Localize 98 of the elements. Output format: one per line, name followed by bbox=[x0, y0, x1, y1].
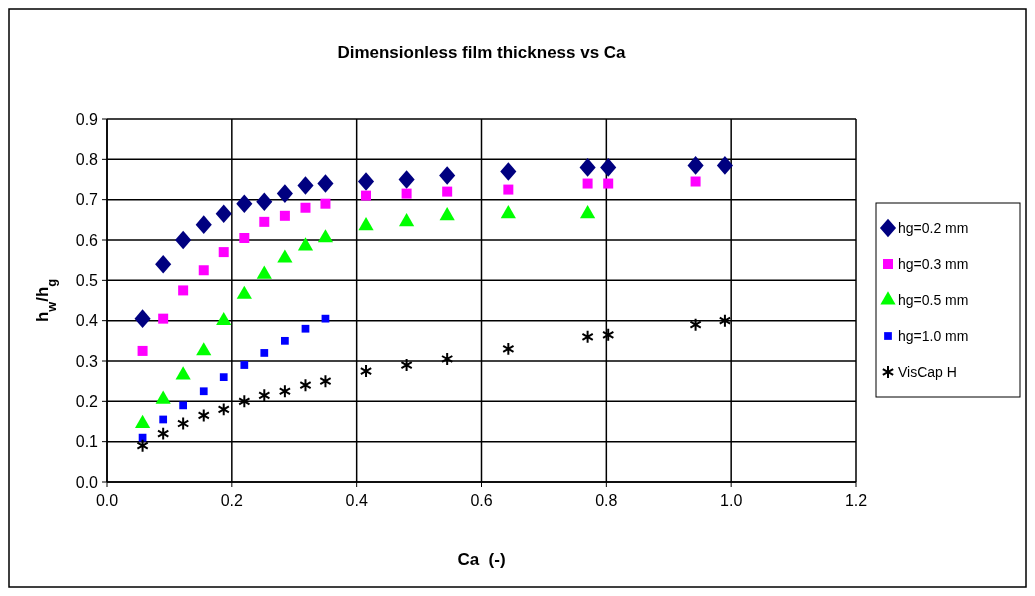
y-tick-label: 0.5 bbox=[75, 271, 99, 289]
point bbox=[439, 207, 455, 221]
point bbox=[689, 317, 702, 332]
y-tick-label: 0.7 bbox=[75, 191, 99, 209]
point bbox=[317, 174, 334, 193]
point bbox=[258, 388, 271, 403]
point bbox=[439, 166, 456, 185]
point bbox=[401, 188, 412, 199]
point bbox=[256, 265, 272, 279]
point bbox=[158, 313, 169, 324]
point bbox=[155, 254, 172, 274]
point bbox=[297, 237, 314, 251]
point bbox=[178, 285, 189, 296]
point bbox=[319, 374, 332, 389]
point bbox=[137, 345, 148, 356]
point bbox=[582, 178, 593, 189]
x-tick-label: 0.8 bbox=[595, 492, 618, 509]
y-tick-label: 0.6 bbox=[75, 231, 99, 249]
point bbox=[399, 213, 415, 227]
chart-title: Dimensionless film thickness vs Ca bbox=[337, 43, 627, 62]
point bbox=[256, 192, 273, 211]
y-tick-label: 0.9 bbox=[75, 110, 99, 128]
point bbox=[317, 229, 334, 243]
point bbox=[278, 384, 292, 399]
point bbox=[279, 210, 290, 221]
point bbox=[603, 178, 614, 189]
x-tick-label: 0.6 bbox=[470, 492, 493, 509]
point bbox=[217, 402, 230, 417]
legend-label: hg=0.5 mm bbox=[898, 291, 969, 308]
point bbox=[301, 324, 310, 333]
point bbox=[159, 415, 168, 424]
point bbox=[441, 352, 454, 366]
point bbox=[502, 341, 515, 356]
x-tick-label: 0.0 bbox=[95, 492, 119, 509]
x-tick-label: 0.4 bbox=[345, 492, 368, 509]
point bbox=[500, 205, 516, 219]
point bbox=[690, 176, 701, 187]
legend-label: hg=1.0 mm bbox=[898, 327, 969, 344]
x-tick-label: 1.2 bbox=[844, 492, 868, 509]
y-tick-label: 0.4 bbox=[75, 312, 99, 330]
point bbox=[199, 387, 208, 396]
point bbox=[157, 426, 170, 441]
point bbox=[259, 216, 270, 227]
point bbox=[359, 364, 373, 379]
point bbox=[179, 401, 188, 410]
point bbox=[239, 232, 250, 243]
legend-label: hg=0.2 mm bbox=[898, 219, 969, 236]
point bbox=[687, 156, 704, 175]
point bbox=[297, 176, 314, 195]
point bbox=[398, 170, 415, 189]
point bbox=[299, 378, 312, 393]
point bbox=[581, 329, 594, 344]
point bbox=[215, 204, 232, 224]
point bbox=[238, 394, 251, 409]
point bbox=[716, 156, 733, 175]
point bbox=[718, 313, 732, 328]
point bbox=[195, 215, 212, 234]
point bbox=[442, 186, 453, 197]
point bbox=[236, 194, 253, 214]
point bbox=[175, 230, 192, 250]
point bbox=[600, 158, 617, 177]
point bbox=[400, 358, 413, 372]
legend-label: hg=0.3 mm bbox=[898, 255, 969, 272]
point bbox=[579, 158, 596, 177]
x-axis-title: Ca (-) bbox=[457, 550, 506, 569]
point bbox=[281, 336, 289, 345]
x-tick-label: 1.0 bbox=[720, 492, 743, 509]
legend-label: VisCap H bbox=[898, 363, 957, 380]
point bbox=[240, 361, 249, 369]
point bbox=[277, 249, 293, 263]
point bbox=[134, 309, 151, 328]
y-tick-label: 0.2 bbox=[75, 392, 99, 410]
point bbox=[320, 198, 331, 209]
point bbox=[503, 184, 514, 195]
point bbox=[358, 217, 374, 231]
point bbox=[300, 202, 311, 213]
point bbox=[219, 373, 228, 382]
y-tick-label: 0.0 bbox=[75, 473, 99, 491]
y-tick-label: 0.8 bbox=[75, 150, 99, 168]
point bbox=[198, 265, 209, 276]
point bbox=[175, 366, 191, 380]
point bbox=[357, 172, 375, 191]
point bbox=[216, 311, 232, 326]
point bbox=[580, 205, 596, 219]
point bbox=[500, 162, 517, 181]
point bbox=[136, 438, 149, 453]
point bbox=[602, 327, 615, 342]
point bbox=[196, 342, 212, 356]
y-tick-label: 0.3 bbox=[75, 352, 99, 370]
point bbox=[176, 416, 190, 431]
point bbox=[260, 349, 269, 357]
point bbox=[276, 184, 293, 203]
point bbox=[361, 190, 372, 201]
point bbox=[321, 314, 330, 323]
y-tick-label: 0.1 bbox=[75, 433, 99, 451]
x-tick-label: 0.2 bbox=[220, 492, 244, 509]
point bbox=[218, 247, 229, 258]
point bbox=[197, 408, 210, 423]
